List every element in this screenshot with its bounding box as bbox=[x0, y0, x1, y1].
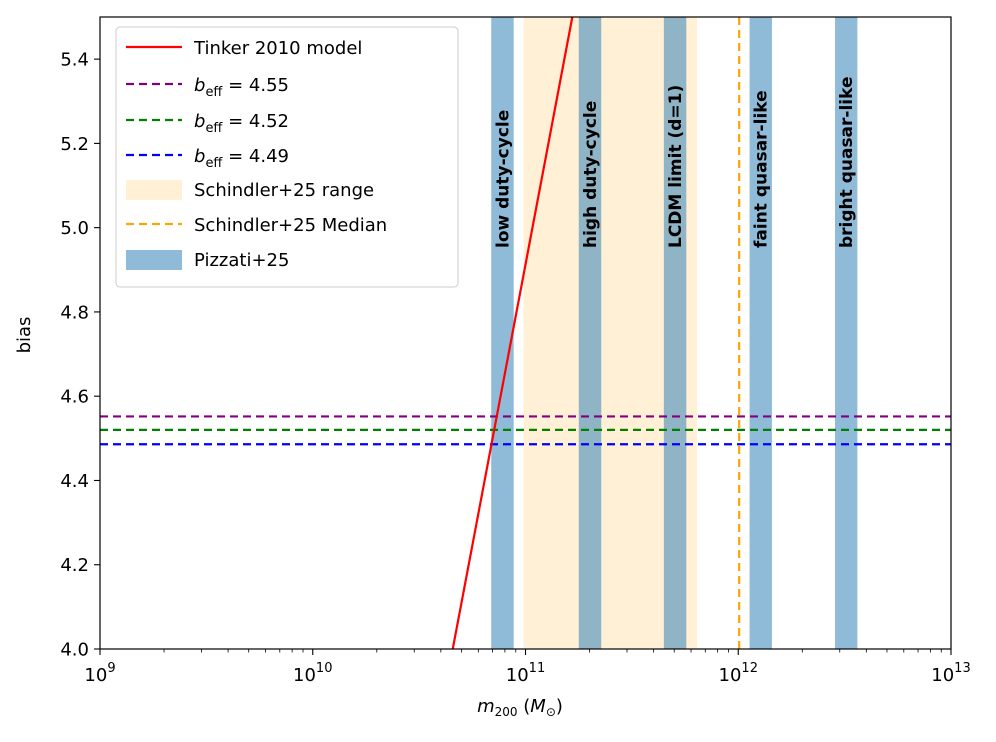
legend-box bbox=[115, 26, 459, 288]
pizzati-band-label-1: high duty-cycle bbox=[581, 101, 601, 248]
pizzati-band-label-4: bright quasar-like bbox=[837, 76, 857, 248]
legend: Tinker 2010 model beff = 4.55 beff = 4.5… bbox=[115, 26, 459, 288]
legend-label-schindler-median: Schindler+25 Median bbox=[194, 215, 387, 236]
pizzati-band-label-2: LCDM limit (d=1) bbox=[666, 85, 686, 248]
y-tick-label-2: 4.4 bbox=[60, 471, 89, 492]
pizzati-band-1 bbox=[578, 17, 602, 649]
x-tick-label-0: 109 bbox=[84, 661, 115, 686]
pizzati-band-0 bbox=[491, 17, 514, 649]
y-axis: 4.0 4.2 4.4 4.6 4.8 5.0 5.2 5.4 bbox=[60, 50, 100, 661]
pizzati-band-4 bbox=[835, 17, 858, 649]
legend-label-beff-4-55: beff = 4.55 bbox=[194, 75, 289, 100]
x-tick-label-1: 1010 bbox=[293, 661, 332, 686]
y-tick-label-1: 4.2 bbox=[60, 555, 89, 576]
x-axis: 109 1010 1011 1012 1013 bbox=[84, 649, 971, 686]
legend-swatch-schindler-range bbox=[126, 180, 182, 200]
y-tick-label-0: 4.0 bbox=[60, 640, 89, 661]
legend-label-schindler-range: Schindler+25 range bbox=[194, 180, 374, 201]
pizzati-band-label-0: low duty-cycle bbox=[493, 110, 513, 248]
x-axis-label: m200 (M⊙) bbox=[477, 696, 563, 719]
legend-label-pizzati: Pizzati+25 bbox=[194, 250, 289, 271]
legend-label-beff-4-49: beff = 4.49 bbox=[194, 146, 289, 171]
legend-label-beff-4-52: beff = 4.52 bbox=[194, 111, 289, 136]
pizzati-band-2 bbox=[663, 17, 687, 649]
plot-area bbox=[100, 17, 951, 649]
pizzati-band-3 bbox=[749, 17, 772, 649]
y-tick-label-3: 4.6 bbox=[60, 387, 89, 408]
legend-swatch-pizzati bbox=[126, 250, 182, 270]
pizzati-band-label-3: faint quasar-like bbox=[752, 90, 772, 248]
y-tick-label-7: 5.4 bbox=[60, 50, 89, 71]
background-layer: low duty-cycle high duty-cycle LCDM limit … bbox=[491, 17, 858, 649]
legend-label-tinker: Tinker 2010 model bbox=[193, 38, 362, 59]
tinker-model-line bbox=[451, 17, 574, 649]
y-tick-label-5: 5.0 bbox=[60, 218, 89, 239]
x-tick-label-2: 1011 bbox=[506, 661, 545, 686]
y-tick-label-4: 4.8 bbox=[60, 302, 89, 323]
x-tick-label-3: 1012 bbox=[719, 661, 758, 686]
x-tick-label-4: 1013 bbox=[931, 661, 970, 686]
y-axis-label: bias bbox=[14, 317, 35, 354]
y-tick-label-6: 5.2 bbox=[60, 134, 89, 155]
